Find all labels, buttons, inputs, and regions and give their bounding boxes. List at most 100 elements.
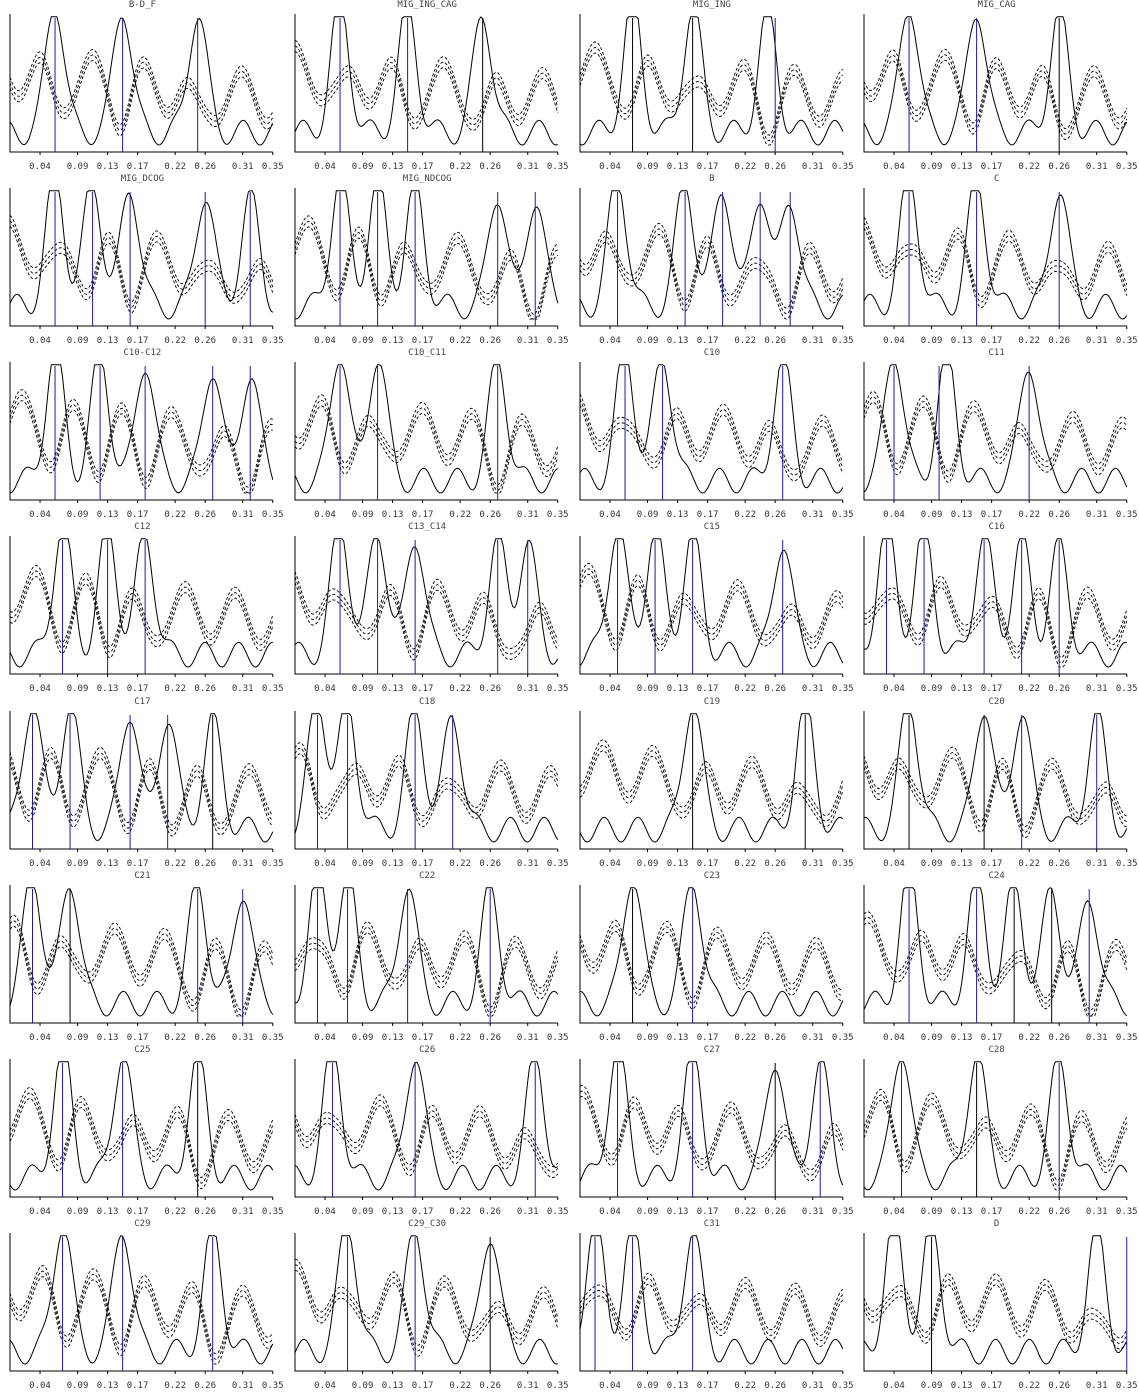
- x-tick-label: 0.09: [67, 1033, 89, 1043]
- x-tick-label: 0.17: [412, 684, 434, 694]
- dashed-curve-mid: [294, 1099, 558, 1173]
- dashed-curve-upper: [294, 394, 558, 486]
- panel-c17: C17 0.04 0.09 0.13 0.17 0.22 0.26 0.31 0.35: [0, 697, 285, 871]
- x-tick-label: 0.22: [449, 510, 471, 520]
- x-tick-label: 0.09: [351, 162, 373, 172]
- x-tick-label: 0.04: [314, 1381, 336, 1391]
- x-tick-label: 0.35: [831, 510, 853, 520]
- dashed-curve-lower: [9, 60, 274, 137]
- dashed-curve-mid: [863, 1278, 1128, 1344]
- panel-plot: 0.04 0.09 0.13 0.17 0.22 0.26 0.31 0.35: [9, 884, 284, 1043]
- panel-title: B-D_F: [128, 0, 156, 10]
- x-tick-label: 0.13: [381, 1033, 403, 1043]
- x-tick-label: 0.22: [734, 162, 756, 172]
- dashed-curve-upper: [579, 1272, 843, 1336]
- x-tick-label: 0.22: [1019, 1381, 1041, 1391]
- x-tick-label: 0.22: [1019, 684, 1041, 694]
- axis-lines: [863, 14, 1127, 153]
- dashed-curve-upper: [863, 1273, 1128, 1339]
- dashed-curve-lower: [863, 921, 1128, 1017]
- x-tick-label: 0.35: [547, 684, 569, 694]
- x-tick-label: 0.13: [381, 162, 403, 172]
- x-tick-label: 0.04: [29, 336, 51, 346]
- dashed-curve-upper: [9, 914, 274, 1011]
- x-tick-label: 0.26: [194, 336, 216, 346]
- x-tick-label: 0.26: [764, 1381, 786, 1391]
- dashed-curve-mid: [863, 751, 1128, 833]
- solid-curve: [579, 1235, 843, 1365]
- x-tick-label: 0.04: [599, 859, 621, 869]
- solid-curve: [863, 364, 1128, 494]
- dashed-curve-upper: [294, 215, 558, 315]
- panel-c25: C25 0.04 0.09 0.13 0.17 0.22 0.26 0.31 0.35: [0, 1045, 285, 1219]
- x-tick-label: 0.26: [764, 859, 786, 869]
- x-tick-label: 0.22: [164, 510, 186, 520]
- x-tick-label: 0.13: [381, 859, 403, 869]
- x-tick-label: 0.26: [479, 162, 501, 172]
- x-tick-label: 0.26: [764, 510, 786, 520]
- x-tick-label: 0.22: [449, 1033, 471, 1043]
- x-tick-label: 0.17: [981, 859, 1003, 869]
- dashed-curve-upper: [579, 919, 843, 999]
- x-tick-label: 0.22: [734, 684, 756, 694]
- x-tick-label: 0.31: [801, 162, 823, 172]
- x-tick-label: 0.04: [599, 336, 621, 346]
- panel-plot: 0.04 0.09 0.13 0.17 0.22 0.26 0.31 0.35: [9, 362, 284, 520]
- dashed-curve-lower: [294, 405, 558, 494]
- solid-curve: [9, 1061, 274, 1191]
- panel-plot: 0.04 0.09 0.13 0.17 0.22 0.26 0.31 0.35: [863, 536, 1138, 694]
- x-tick-label: 0.22: [164, 336, 186, 346]
- x-tick-label: 0.31: [232, 336, 254, 346]
- x-tick-label: 0.35: [831, 859, 853, 869]
- axis-lines: [579, 710, 843, 849]
- dashed-curve-mid: [294, 747, 558, 822]
- x-tick-label: 0.09: [351, 336, 373, 346]
- panel-c10-c11: C10_C11 0.04 0.09 0.13 0.17 0.22 0.26 0.31 0.35: [285, 348, 570, 522]
- axis-lines: [294, 1058, 558, 1198]
- x-tick-label: 0.26: [1049, 162, 1071, 172]
- dashed-curve-mid: [294, 1264, 558, 1352]
- x-tick-label: 0.13: [951, 1381, 973, 1391]
- panel-title: C22: [418, 870, 436, 881]
- panel-c18: C18 0.04 0.09 0.13 0.17 0.22 0.26 0.31 0.35: [285, 697, 570, 871]
- dashed-curve-lower: [863, 402, 1128, 484]
- x-tick-label: 0.17: [412, 162, 434, 172]
- panel-title: C24: [988, 870, 1005, 881]
- dashed-curve-mid: [579, 924, 843, 1004]
- panel-mig-dcog: MIG_DCOG 0.04 0.09 0.13 0.17 0.22 0.26 0.31 0.35: [0, 174, 285, 348]
- panel-plot: 0.04 0.09 0.13 0.17 0.22 0.26 0.31 0.35: [294, 710, 568, 869]
- x-tick-label: 0.17: [696, 1381, 718, 1391]
- axis-lines: [294, 14, 558, 153]
- dashed-curve-upper: [9, 565, 274, 648]
- x-tick-label: 0.17: [127, 1033, 149, 1043]
- x-tick-label: 0.13: [951, 859, 973, 869]
- x-tick-label: 0.09: [921, 336, 943, 346]
- x-tick-label: 0.04: [29, 162, 51, 172]
- x-tick-label: 0.35: [262, 1381, 284, 1391]
- panel-c29-c30: C29_C30 0.04 0.09 0.13 0.17 0.22 0.26 0.31 0.35: [285, 1219, 570, 1393]
- solid-curve: [579, 364, 843, 494]
- x-tick-label: 0.09: [67, 684, 89, 694]
- x-tick-label: 0.26: [479, 1207, 501, 1217]
- dashed-curve-mid: [294, 221, 558, 320]
- x-tick-label: 0.35: [831, 1207, 853, 1217]
- x-tick-label: 0.04: [599, 510, 621, 520]
- x-tick-label: 0.09: [351, 684, 373, 694]
- dashed-curve-lower: [579, 749, 843, 827]
- dashed-curve-lower: [294, 1269, 558, 1357]
- x-tick-label: 0.17: [127, 859, 149, 869]
- x-tick-label: 0.04: [314, 1207, 336, 1217]
- x-tick-label: 0.31: [801, 1381, 823, 1391]
- x-tick-label: 0.26: [764, 1033, 786, 1043]
- dashed-curve-mid: [9, 919, 274, 1016]
- x-tick-label: 0.04: [599, 684, 621, 694]
- x-tick-label: 0.04: [314, 1033, 336, 1043]
- x-tick-label: 0.31: [1086, 1381, 1108, 1391]
- x-tick-label: 0.17: [981, 1381, 1003, 1391]
- x-tick-label: 0.17: [696, 336, 718, 346]
- dashed-curve-lower: [9, 757, 274, 836]
- panel-mig-ing: MIG_ING 0.04 0.09 0.13 0.17 0.22 0.26 0.31 0.35: [570, 0, 855, 174]
- solid-curve: [9, 16, 274, 146]
- x-tick-label: 0.26: [479, 510, 501, 520]
- panel-title: MIG_ING_CAG: [397, 0, 457, 10]
